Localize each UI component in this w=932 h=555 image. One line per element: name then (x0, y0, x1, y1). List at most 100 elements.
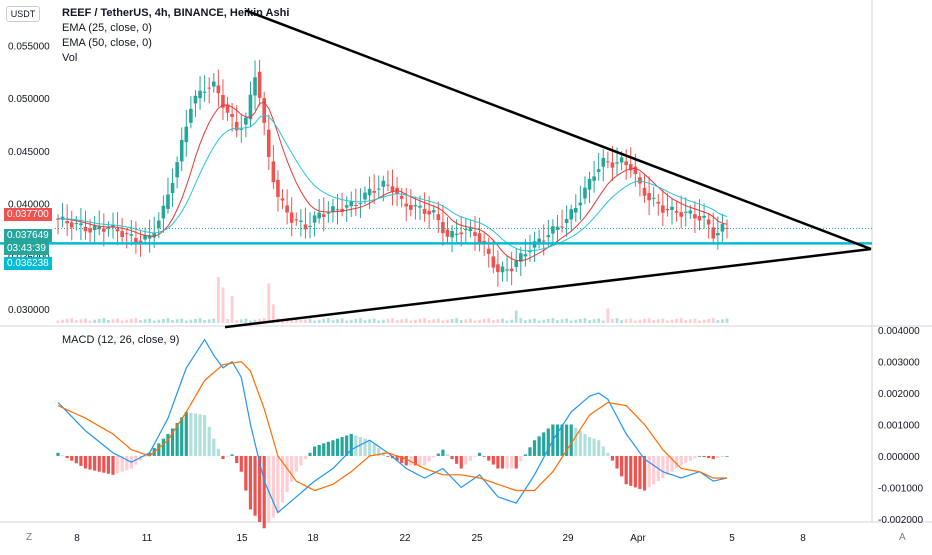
macd-y-tick-label: 0.001000 (878, 421, 920, 432)
timezone-icon[interactable]: Z (26, 532, 33, 543)
macd-histogram-bar (56, 452, 60, 456)
macd-histogram-bar (239, 455, 243, 472)
candle-body (170, 183, 175, 194)
ema50-legend[interactable]: EMA (50, close, 0) (62, 37, 152, 49)
candle-body (464, 228, 468, 231)
volume-bar (643, 318, 646, 323)
signal-line (57, 360, 727, 492)
trend-line-upper (245, 9, 872, 251)
candle-body (551, 226, 555, 234)
macd-histogram-bar (308, 452, 312, 456)
macd-histogram-bar (578, 430, 582, 456)
volume-bar (423, 318, 426, 323)
volume-bar (189, 319, 193, 323)
macd-histogram-bar (225, 455, 230, 457)
volume-bar (116, 318, 119, 323)
macd-histogram-bar (125, 455, 129, 471)
volume-bar (647, 318, 651, 323)
macd-histogram-bar (720, 455, 725, 457)
volume-bar (226, 318, 229, 323)
volume-bar (359, 318, 362, 323)
candle-body (92, 225, 97, 231)
macd-histogram-bar (189, 412, 193, 456)
volume-bar (230, 295, 234, 323)
volume-bar (675, 318, 678, 323)
volume-bar (528, 319, 532, 323)
volume-bar (235, 320, 239, 323)
volume-bar (129, 318, 133, 323)
candle-body (624, 161, 628, 166)
macd-y-tick-label: -0.001000 (878, 483, 923, 494)
macd-line (57, 338, 728, 514)
macd-histogram-bar (642, 455, 647, 491)
candle-body (239, 128, 244, 130)
candle-body (106, 227, 111, 229)
candle-body (69, 222, 74, 228)
ema25-legend[interactable]: EMA (25, close, 0) (62, 22, 152, 34)
volume-bar (693, 318, 697, 323)
volume-bar (134, 318, 138, 323)
macd-histogram-bar (317, 444, 321, 456)
volume-bar (203, 320, 207, 323)
volume-bar (533, 318, 536, 323)
volume-bar (102, 318, 106, 323)
candle-body (372, 190, 376, 193)
macd-legend[interactable]: MACD (12, 26, close, 9) (62, 334, 180, 346)
volume-bar (267, 283, 271, 323)
macd-histogram-bar (367, 440, 372, 456)
macd-histogram-bar (400, 455, 404, 464)
macd-histogram-bar (679, 455, 683, 466)
vol-legend[interactable]: Vol (62, 52, 78, 64)
candle-body (720, 224, 725, 232)
candle-body (129, 234, 134, 236)
volume-bar (139, 320, 142, 323)
volume-bar (253, 319, 257, 323)
macd-histogram-bar (670, 455, 674, 472)
candle-body (441, 221, 445, 234)
candle-body (289, 212, 294, 223)
macd-histogram-bar (610, 455, 615, 461)
candle-body (280, 198, 285, 201)
volume-bar (93, 319, 97, 323)
candle-body (88, 228, 92, 233)
candle-body (225, 104, 230, 113)
price-y-tick-label: 0.055000 (8, 41, 50, 52)
macd-histogram-bar (180, 417, 184, 456)
candle-body (83, 226, 88, 232)
candle-body (528, 251, 532, 253)
auto-scale-icon[interactable]: A (899, 532, 906, 543)
volume-bar (560, 319, 564, 323)
macd-histogram-bar (665, 455, 670, 475)
candle-body (583, 187, 587, 199)
volume-bar (171, 320, 174, 323)
candle-body (134, 238, 138, 243)
candle-body (706, 219, 711, 225)
candle-body (331, 206, 335, 212)
candle-body (587, 178, 592, 190)
volume-bar (624, 319, 628, 323)
macd-histogram-bar (102, 455, 106, 473)
candle-body (601, 157, 606, 167)
candle-body (569, 209, 574, 220)
volume-bar (285, 319, 289, 323)
candle-body (143, 235, 147, 240)
volume-bar (670, 319, 674, 323)
candle-body (619, 157, 624, 163)
macd-histogram-bar (303, 455, 308, 460)
macd-histogram-bar (198, 414, 202, 456)
volume-bar (143, 319, 147, 323)
macd-histogram-bar (294, 455, 298, 472)
currency-button[interactable]: USDT (6, 6, 40, 22)
macd-histogram-bar (560, 424, 564, 456)
macd-histogram-bar (262, 455, 266, 529)
volume-bar (592, 319, 596, 323)
macd-histogram-bar (652, 455, 656, 485)
macd-histogram-bar (445, 454, 450, 456)
macd-histogram-bar (427, 455, 431, 462)
candle-body (418, 205, 422, 208)
candle-body (638, 177, 642, 184)
chart-title[interactable]: REEF / TetherUS, 4h, BINANCE, Heikin Ash… (62, 7, 290, 19)
candle-body (202, 91, 207, 93)
